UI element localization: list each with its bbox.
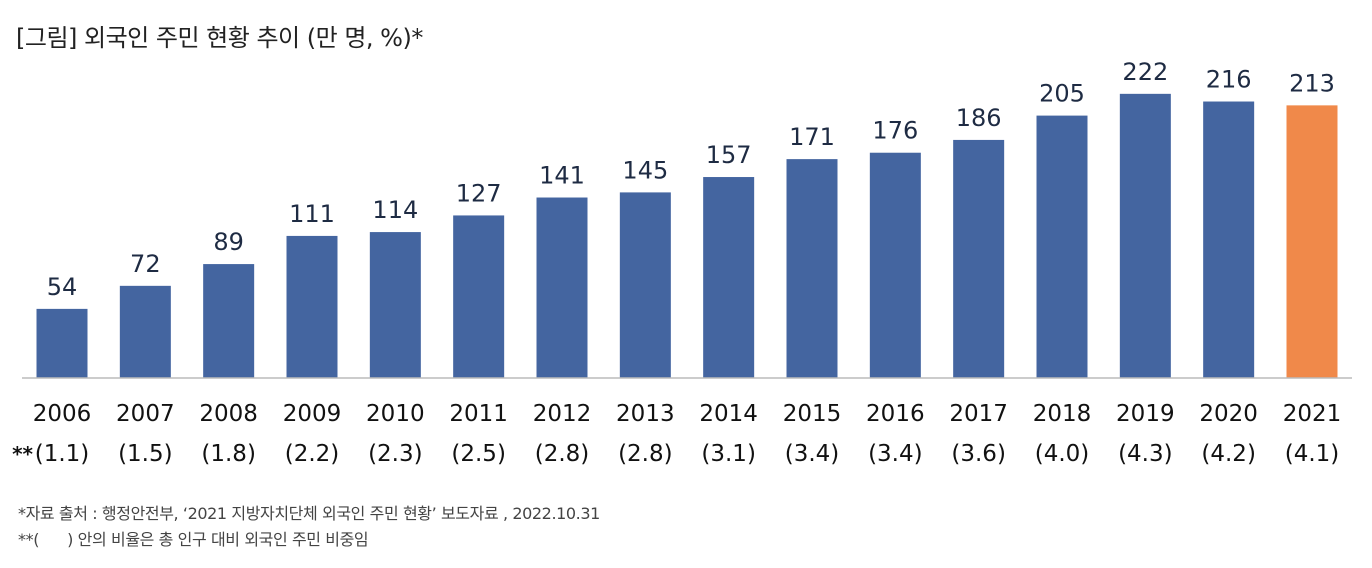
- ratio-label: (1.8): [201, 441, 256, 467]
- value-label: 114: [372, 196, 418, 224]
- bar-2011: [453, 215, 505, 378]
- bar-2010: [369, 232, 421, 378]
- ratio-label: (4.3): [1118, 441, 1173, 467]
- year-tick-label: 2006: [33, 401, 92, 427]
- value-label: 145: [622, 156, 668, 184]
- year-tick-label: 2015: [783, 401, 842, 427]
- ratio-label: (3.1): [701, 441, 756, 467]
- value-label: 222: [1122, 58, 1168, 86]
- year-tick-label: 2020: [1199, 401, 1258, 427]
- year-tick-label: 2012: [533, 401, 592, 427]
- year-tick-label: 2016: [866, 401, 925, 427]
- value-label: 176: [872, 117, 918, 145]
- ratio-label: (2.3): [368, 441, 423, 467]
- ratio-label: (1.5): [118, 441, 173, 467]
- ratio-label: (1.1): [35, 441, 90, 467]
- year-tick-label: 2007: [116, 401, 175, 427]
- bar-2014: [703, 177, 755, 378]
- value-label: 111: [289, 200, 335, 228]
- year-tick-label: 2017: [949, 401, 1008, 427]
- ratio-label: (4.0): [1035, 441, 1090, 467]
- bar-2008: [203, 264, 255, 378]
- value-label: 157: [706, 141, 752, 169]
- ratio-label: (2.2): [285, 441, 340, 467]
- bar-2015: [786, 159, 838, 378]
- ratio-note: **( ) 안의 비율은 총 인구 대비 외국인 주민 비중임: [18, 530, 369, 549]
- year-tick-label: 2021: [1283, 401, 1342, 427]
- ratio-label: (3.4): [785, 441, 840, 467]
- year-tick-label: 2009: [283, 401, 342, 427]
- bar-2021: [1286, 105, 1338, 379]
- value-label: 171: [789, 123, 835, 151]
- year-tick-label: 2013: [616, 401, 675, 427]
- chart-title: [그림] 외국인 주민 현황 추이 (만 명, %)*: [16, 24, 423, 52]
- bar-2009: [286, 235, 338, 378]
- bar-chart: 54 2006 (1.1)** 72 2007 (1.5) 89 2008 (1.8) 111 20…: [12, 58, 1352, 467]
- year-tick-label: 2010: [366, 401, 425, 427]
- year-tick-label: 2008: [199, 401, 258, 427]
- bar-2016: [869, 152, 921, 378]
- value-label: 186: [956, 104, 1002, 132]
- source-note: *자료 출처 : 행정안전부, ‘2021 지방자치단체 외국인 주민 현황’ …: [18, 504, 600, 523]
- value-label: 127: [456, 179, 502, 207]
- ratio-label: (2.5): [451, 441, 506, 467]
- ratio-label: (2.8): [618, 441, 673, 467]
- ratio-label: (4.2): [1201, 441, 1256, 467]
- value-label: 216: [1206, 66, 1252, 94]
- ratio-label: (3.4): [868, 441, 923, 467]
- value-label: 141: [539, 162, 585, 190]
- bar-2013: [619, 192, 671, 378]
- value-label: 213: [1289, 69, 1335, 97]
- year-tick-label: 2014: [699, 401, 758, 427]
- year-tick-label: 2019: [1116, 401, 1175, 427]
- bar-2017: [953, 139, 1005, 378]
- year-tick-label: 2018: [1033, 401, 1092, 427]
- bar-2020: [1203, 101, 1255, 379]
- year-tick-label: 2011: [449, 401, 508, 427]
- ratio-label: (4.1): [1285, 441, 1340, 467]
- bar-2007: [119, 285, 171, 378]
- bar-2006: [36, 308, 88, 378]
- bar-2019: [1119, 93, 1171, 378]
- value-label: 72: [130, 250, 161, 278]
- bar-2012: [536, 197, 588, 378]
- ratio-prefix: **: [12, 442, 33, 466]
- ratio-label: (2.8): [535, 441, 590, 467]
- value-label: 205: [1039, 80, 1085, 108]
- bar-2018: [1036, 115, 1088, 378]
- value-label: 54: [47, 273, 78, 301]
- value-label: 89: [213, 228, 244, 256]
- ratio-label: (3.6): [951, 441, 1006, 467]
